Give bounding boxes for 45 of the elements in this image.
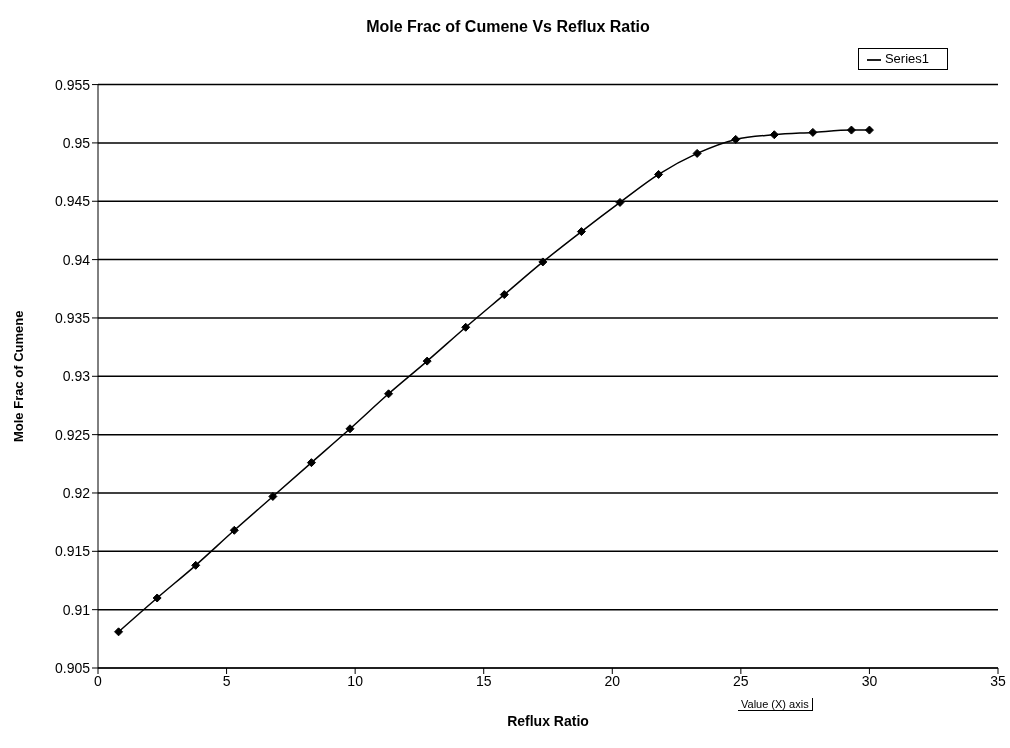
y-tick-label: 0.95: [62, 134, 91, 151]
point: [808, 127, 818, 137]
y-tick-label: 0.955: [54, 76, 91, 93]
point: [345, 424, 355, 434]
y-tick-label: 0.94: [62, 251, 91, 268]
y-tick-label: 0.945: [54, 193, 91, 210]
point: [152, 593, 162, 603]
point: [461, 322, 471, 332]
x-tick-label: 35: [990, 672, 1006, 689]
point: [114, 627, 124, 637]
point: [499, 290, 509, 300]
x-tick-label: 0: [94, 672, 103, 689]
point: [615, 197, 625, 207]
point: [864, 125, 874, 135]
point: [268, 491, 278, 501]
y-tick-label: 0.905: [54, 659, 91, 676]
y-tick-label: 0.935: [54, 309, 91, 326]
y-tick-label: 0.915: [54, 543, 91, 560]
x-tick-label: 30: [861, 672, 878, 689]
x-axis-title: Reflux Ratio: [507, 713, 589, 729]
point: [654, 169, 664, 179]
point: [422, 356, 432, 366]
y-axis-title: Mole Frac of Cumene: [10, 310, 26, 443]
point: [692, 148, 702, 158]
x-tick-label: 10: [347, 672, 364, 689]
point: [384, 389, 394, 399]
point: [846, 125, 856, 135]
point: [306, 458, 316, 468]
point: [229, 525, 239, 535]
y-tick-label: 0.92: [62, 484, 91, 501]
point: [191, 560, 201, 570]
y-tick-label: 0.93: [62, 368, 91, 385]
text: Value (X) axis: [738, 698, 813, 711]
legend-label: Series1: [884, 51, 929, 66]
x-tick-label: 15: [475, 672, 492, 689]
x-tick-label: 25: [733, 672, 749, 689]
point: [731, 134, 741, 144]
y-tick-label: 0.91: [62, 601, 91, 618]
x-tick-label: 5: [222, 672, 231, 689]
point: [538, 257, 548, 267]
chart-title: Mole Frac of Cumene Vs Reflux Ratio: [365, 17, 651, 37]
point: [769, 130, 779, 140]
y-tick-label: 0.925: [54, 426, 91, 443]
point: [576, 227, 586, 237]
x-tick-label: 20: [604, 672, 621, 689]
